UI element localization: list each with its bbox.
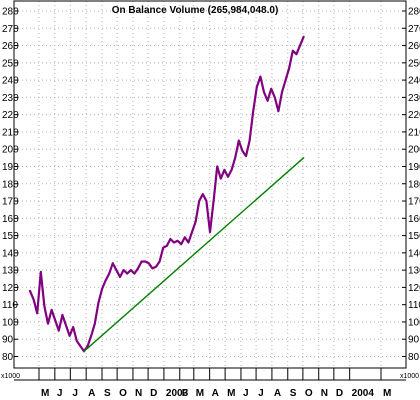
y-tick-label-right: 230 <box>408 93 420 104</box>
obv-series-line <box>28 35 305 353</box>
y-tick-label-right: 180 <box>408 179 420 190</box>
y-tick-label-right: 220 <box>408 110 420 121</box>
y-tick-label-left: 220 <box>2 110 19 121</box>
y-tick-label-left: 100 <box>2 317 19 328</box>
x-tick-label: 2004 <box>352 388 375 399</box>
y-axis-right: 80 90 100 110 120 130 140 150 160 170 180 190 200 210… <box>402 7 420 363</box>
y-tick-label-right: 80 <box>408 352 420 363</box>
x-tick-label: N <box>135 388 142 399</box>
y-tick-label-right: 210 <box>408 127 420 138</box>
y-tick-label-left: 230 <box>2 93 19 104</box>
y-tick-label-left: 90 <box>2 335 14 346</box>
y-tick-label-left: 280 <box>2 7 19 18</box>
y-tick-label-left: 190 <box>2 162 19 173</box>
x-tick-label: S <box>290 388 297 399</box>
y-tick-label-left: 130 <box>2 266 19 277</box>
y-tick-label-right: 90 <box>408 335 420 346</box>
y-tick-label-right: 140 <box>408 248 420 259</box>
y-tick-label-left: 250 <box>2 58 19 69</box>
x-tick-label: A <box>274 388 281 399</box>
y-tick-label-right: 120 <box>408 283 420 294</box>
y-tick-label-left: 120 <box>2 283 19 294</box>
x-tick-label: 2003 <box>166 388 189 399</box>
x-tick-label: N <box>321 388 328 399</box>
y-tick-label-left: 200 <box>2 145 19 156</box>
x-tick-label: M <box>196 388 204 399</box>
x-tick-label: S <box>104 388 111 399</box>
y-tick-label-right: 240 <box>408 76 420 87</box>
multiplier-label-right: x1000 <box>400 373 419 380</box>
y-tick-label-left: 170 <box>2 197 19 208</box>
y-tick-label-right: 260 <box>408 41 420 52</box>
x-tick-label: M <box>383 388 391 399</box>
y-tick-label-right: 200 <box>408 145 420 156</box>
y-tick-label-right: 110 <box>408 300 420 311</box>
x-tick-label: D <box>336 388 343 399</box>
y-tick-label-right: 190 <box>408 162 420 173</box>
y-tick-label-left: 150 <box>2 231 19 242</box>
y-tick-label-left: 180 <box>2 179 19 190</box>
x-tick-label: O <box>119 388 127 399</box>
y-tick-label-left: 210 <box>2 127 19 138</box>
x-tick-label: D <box>150 388 157 399</box>
trend-line <box>83 157 305 352</box>
y-tick-label-right: 270 <box>408 24 420 35</box>
grid <box>14 1 406 368</box>
x-tick-label: F <box>182 388 188 399</box>
y-tick-label-right: 130 <box>408 266 420 277</box>
y-tick-label-right: 160 <box>408 214 420 225</box>
x-tick-label: J <box>243 388 249 399</box>
y-tick-label-left: 270 <box>2 24 19 35</box>
x-tick-label: A <box>212 388 219 399</box>
y-tick-label-left: 240 <box>2 76 19 87</box>
chart-title: On Balance Volume (265,984,048.0) <box>112 5 279 16</box>
y-tick-label-left: 160 <box>2 214 19 225</box>
x-tick-label: M <box>227 388 235 399</box>
series-layer <box>28 35 305 353</box>
x-tick-label: J <box>258 388 264 399</box>
y-tick-label-left: 110 <box>2 300 18 311</box>
y-tick-label-right: 280 <box>408 7 420 18</box>
y-tick-label-right: 100 <box>408 317 420 328</box>
y-tick-label-right: 250 <box>408 58 420 69</box>
y-tick-label-right: 170 <box>408 197 420 208</box>
x-tick-label: A <box>88 388 95 399</box>
y-tick-label-left: 260 <box>2 41 19 52</box>
y-tick-label-left: 140 <box>2 248 19 259</box>
multiplier-label-left: x1000 <box>1 373 20 380</box>
y-axis-left: 80 90 100 110 120 130 140 150 160 170 180 190 200 210… <box>2 7 19 364</box>
x-tick-label: J <box>57 388 63 399</box>
y-tick-label-left: 80 <box>2 352 14 363</box>
x-tick-label: O <box>305 388 313 399</box>
x-tick-label: J <box>72 388 78 399</box>
y-tick-label-right: 150 <box>408 231 420 242</box>
x-tick-label: M <box>41 388 49 399</box>
